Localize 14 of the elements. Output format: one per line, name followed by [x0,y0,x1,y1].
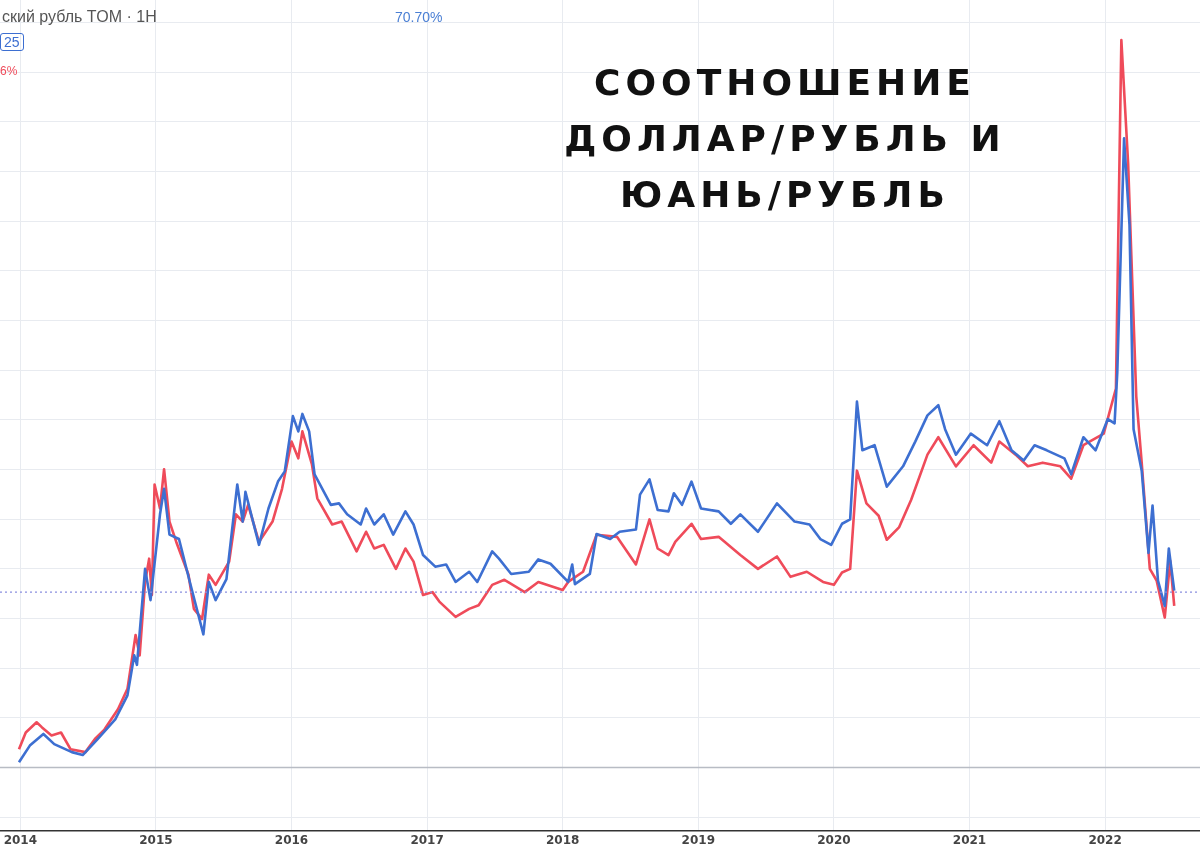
text: СООТНОШЕНИЕ ДОЛЛАР/РУБЛЬ И ЮАНЬ/РУБЛЬ [563,61,1007,217]
x-tick-label: 2018 [546,832,580,847]
annotation: 25 [0,33,24,51]
x-tick-label: 2017 [410,832,444,847]
x-tick-label: 2020 [817,832,851,847]
x-tick-label: 2019 [681,832,716,847]
x-tick-label: 2021 [952,832,987,847]
annotation: 6% [0,64,18,78]
x-tick-label: 2015 [139,832,173,847]
x-tick-label: 2014 [3,832,38,847]
text: ский рубль TOM · 1H [2,8,157,26]
x-tick-label: 2022 [1088,832,1122,847]
x-tick-label: 2016 [274,832,309,847]
text: 70.70% [395,9,443,25]
